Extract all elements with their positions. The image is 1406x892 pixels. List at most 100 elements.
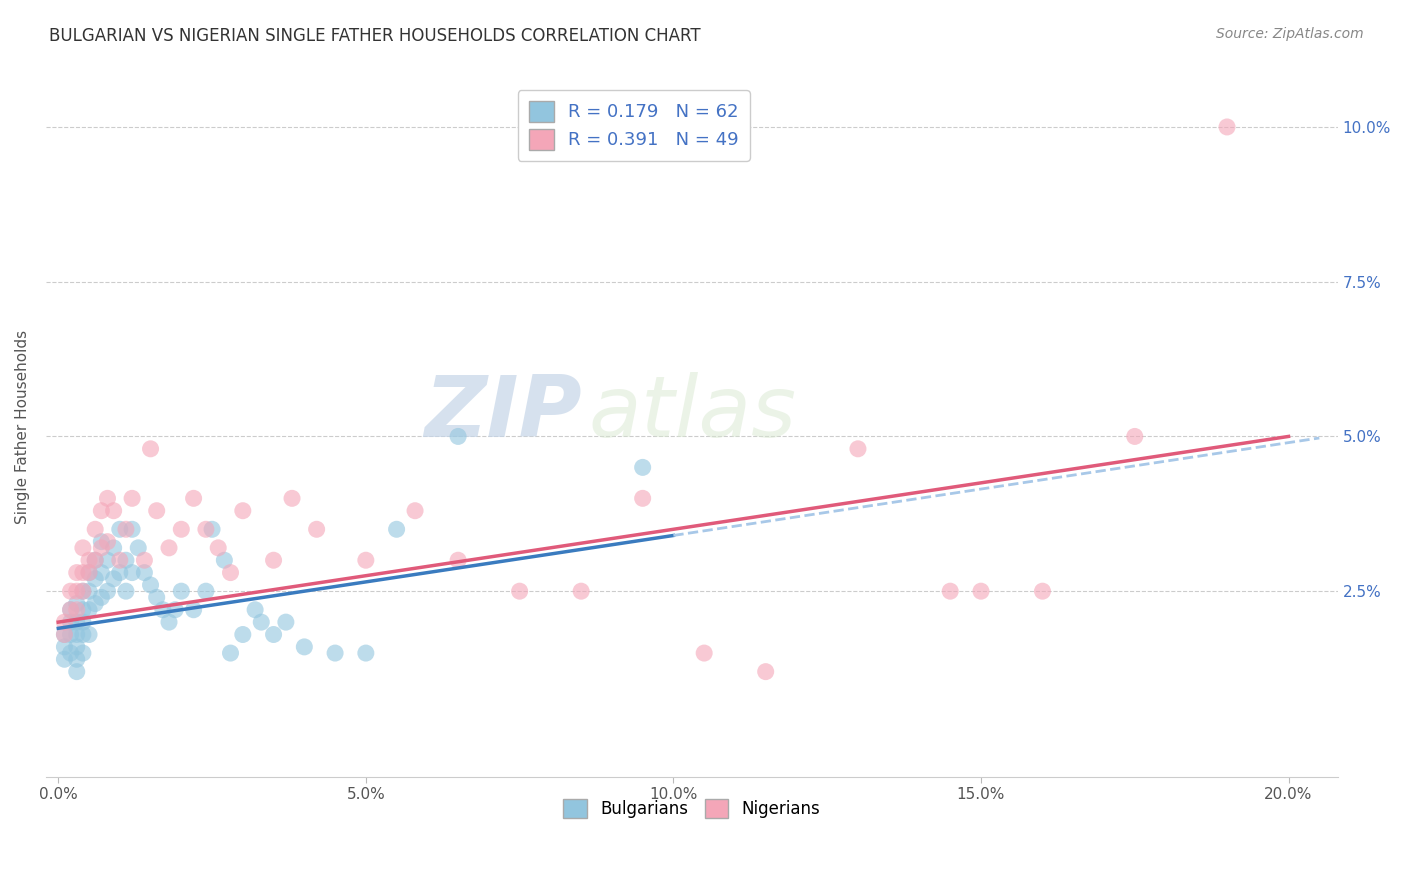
Point — [194, 522, 217, 536]
Point — [323, 646, 346, 660]
Point — [66, 566, 89, 580]
Point — [59, 603, 82, 617]
Point — [207, 541, 229, 555]
Point — [72, 584, 94, 599]
Point — [447, 553, 470, 567]
Point — [139, 578, 162, 592]
Text: ZIP: ZIP — [425, 372, 582, 455]
Point — [115, 553, 138, 567]
Point — [292, 640, 315, 654]
Point — [96, 553, 118, 567]
Point — [447, 429, 470, 443]
Point — [232, 627, 254, 641]
Point — [939, 584, 962, 599]
Point — [84, 553, 107, 567]
Point — [232, 504, 254, 518]
Point — [170, 522, 193, 536]
Point — [90, 541, 112, 555]
Point — [90, 534, 112, 549]
Point — [569, 584, 592, 599]
Point — [139, 442, 162, 456]
Point — [274, 615, 297, 629]
Point — [115, 522, 138, 536]
Legend: Bulgarians, Nigerians: Bulgarians, Nigerians — [557, 792, 827, 824]
Point — [755, 665, 778, 679]
Point — [281, 491, 304, 506]
Point — [84, 522, 107, 536]
Point — [115, 584, 138, 599]
Point — [72, 541, 94, 555]
Point — [693, 646, 716, 660]
Point — [53, 652, 76, 666]
Point — [250, 615, 273, 629]
Point — [84, 597, 107, 611]
Point — [214, 553, 236, 567]
Point — [145, 504, 167, 518]
Point — [970, 584, 993, 599]
Point — [66, 665, 89, 679]
Point — [404, 504, 426, 518]
Point — [66, 603, 89, 617]
Point — [1031, 584, 1053, 599]
Text: atlas: atlas — [589, 372, 797, 455]
Point — [243, 603, 266, 617]
Point — [53, 627, 76, 641]
Point — [170, 584, 193, 599]
Point — [121, 522, 143, 536]
Point — [121, 491, 143, 506]
Point — [157, 541, 180, 555]
Point — [53, 640, 76, 654]
Point — [631, 491, 654, 506]
Point — [631, 460, 654, 475]
Point — [1123, 429, 1146, 443]
Point — [165, 603, 187, 617]
Point — [77, 584, 100, 599]
Point — [72, 584, 94, 599]
Y-axis label: Single Father Households: Single Father Households — [15, 330, 30, 524]
Point — [66, 652, 89, 666]
Point — [96, 534, 118, 549]
Point — [121, 566, 143, 580]
Point — [96, 491, 118, 506]
Point — [77, 627, 100, 641]
Point — [72, 566, 94, 580]
Point — [108, 566, 131, 580]
Point — [66, 597, 89, 611]
Point — [72, 646, 94, 660]
Point — [103, 572, 125, 586]
Point — [66, 627, 89, 641]
Point — [66, 615, 89, 629]
Point — [127, 541, 149, 555]
Point — [59, 615, 82, 629]
Point — [145, 591, 167, 605]
Point — [72, 627, 94, 641]
Point — [103, 504, 125, 518]
Point — [77, 603, 100, 617]
Point — [385, 522, 408, 536]
Point — [108, 553, 131, 567]
Point — [263, 553, 285, 567]
Point — [846, 442, 869, 456]
Text: BULGARIAN VS NIGERIAN SINGLE FATHER HOUSEHOLDS CORRELATION CHART: BULGARIAN VS NIGERIAN SINGLE FATHER HOUS… — [49, 27, 700, 45]
Point — [53, 627, 76, 641]
Point — [77, 566, 100, 580]
Point — [183, 491, 205, 506]
Point — [96, 584, 118, 599]
Point — [103, 541, 125, 555]
Point — [90, 504, 112, 518]
Point — [134, 553, 156, 567]
Point — [66, 640, 89, 654]
Point — [263, 627, 285, 641]
Point — [354, 646, 377, 660]
Point — [509, 584, 531, 599]
Point — [59, 603, 82, 617]
Point — [194, 584, 217, 599]
Point — [219, 566, 242, 580]
Point — [305, 522, 328, 536]
Point — [201, 522, 224, 536]
Point — [157, 615, 180, 629]
Point — [183, 603, 205, 617]
Point — [72, 615, 94, 629]
Point — [59, 646, 82, 660]
Point — [108, 522, 131, 536]
